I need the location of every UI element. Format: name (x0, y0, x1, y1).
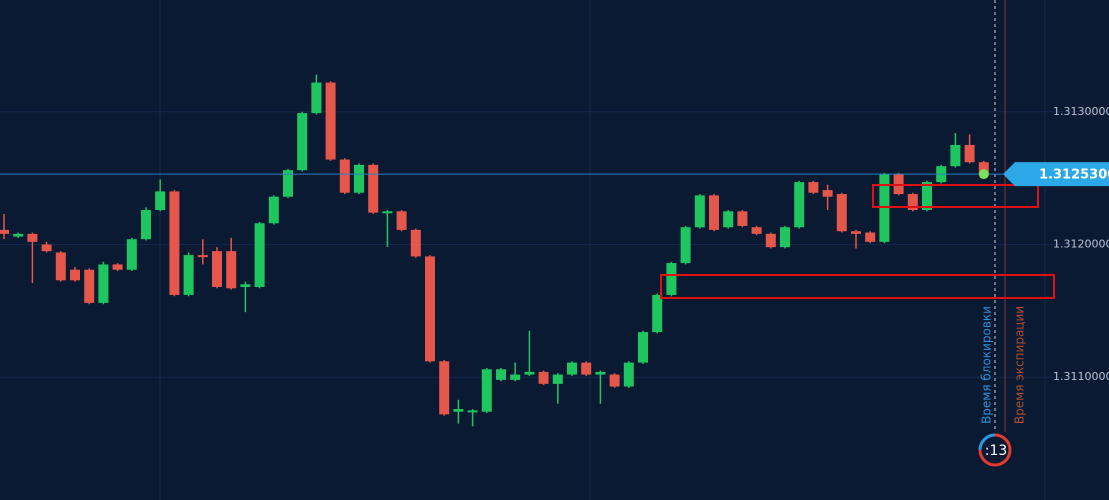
candle-body (751, 227, 762, 234)
candle-body (709, 195, 719, 230)
candle-body (197, 255, 208, 258)
expiry-label: Время экспирации (1013, 306, 1027, 424)
candle-body (978, 162, 989, 175)
candle-body (780, 227, 790, 248)
candle-body (481, 369, 492, 412)
candle-body (268, 196, 279, 224)
candle-body (240, 284, 251, 287)
candle-body (382, 211, 393, 214)
annotation-box (872, 184, 1039, 208)
candle-body (254, 223, 265, 287)
candle-body (311, 82, 322, 114)
candle-body (84, 269, 95, 303)
candle-body (922, 182, 932, 210)
candle-body (765, 233, 776, 248)
candle-body (808, 182, 819, 193)
candle-body (652, 294, 663, 333)
candle-body (226, 251, 237, 289)
candle-body (623, 362, 634, 387)
candle-body (141, 209, 151, 240)
candle-body (425, 256, 435, 362)
candle-body (55, 252, 66, 281)
candle-body (13, 233, 24, 237)
candle-body (964, 144, 975, 163)
candle-body (70, 269, 80, 281)
candle-body (169, 191, 180, 295)
candle-body (836, 194, 847, 232)
grid: 1.3110000 1.3120000 1.3130000 (0, 105, 1109, 383)
candle-body (595, 371, 606, 375)
candle-body (538, 371, 549, 384)
candle-body (467, 410, 478, 413)
candle-body (283, 170, 293, 197)
candle-body (453, 409, 464, 412)
candle-body (907, 194, 918, 210)
y-tick-label: 1.3130000 (1053, 105, 1109, 118)
candle-body (0, 229, 9, 234)
candle-body (865, 232, 876, 242)
candle-body (609, 374, 620, 387)
candle-body (737, 211, 748, 226)
candle-body (496, 369, 506, 380)
y-tick-label: 1.3110000 (1053, 370, 1109, 383)
candle-body (126, 239, 137, 270)
candle-body (368, 164, 379, 213)
candle-body (27, 233, 38, 242)
candle-body (183, 255, 194, 295)
candle-body (41, 244, 52, 252)
current-price: 1.3125300 (0, 162, 1109, 187)
timer: :13 (985, 443, 1008, 459)
timer-ring (978, 433, 1012, 467)
candle-body (680, 227, 691, 264)
candle-body (155, 191, 166, 210)
candle-body (524, 371, 535, 375)
annotation-box (660, 274, 1055, 299)
candle-body (339, 159, 350, 193)
candle-body (851, 231, 861, 234)
candle-body (822, 190, 833, 197)
candle-body (410, 229, 421, 257)
current-price-label: 1.3125300 (1039, 168, 1109, 183)
candle-body (112, 264, 123, 270)
candle-body (297, 113, 308, 171)
candle-body (98, 264, 109, 303)
y-tick-label: 1.3120000 (1053, 237, 1109, 250)
candle-body (354, 164, 364, 193)
timer-ring (978, 433, 996, 451)
candle-body (325, 82, 336, 160)
lock-time-label: Время блокировки (980, 306, 994, 424)
candle-body (439, 361, 450, 415)
candle-body (723, 211, 734, 228)
candle-body (950, 144, 961, 167)
candle-body (552, 374, 563, 384)
candle-body (212, 251, 222, 287)
candle-body (666, 263, 677, 295)
candle-body (510, 374, 521, 380)
candle-body (581, 362, 592, 375)
current-price-dot (978, 169, 989, 180)
current-price-tag (1003, 162, 1109, 187)
candle-body (396, 211, 407, 230)
candle-body (694, 195, 705, 228)
candle-body (638, 332, 648, 363)
candle-body (567, 362, 577, 375)
candle-body (794, 182, 805, 228)
